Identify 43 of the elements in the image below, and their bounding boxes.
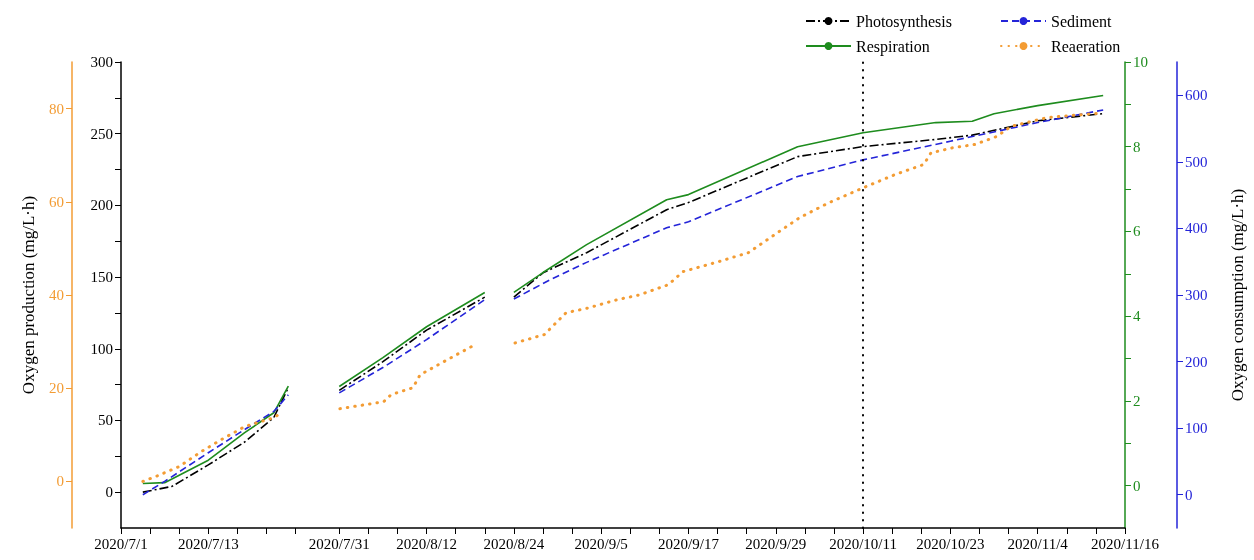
- y2-tick-label: 500: [1185, 153, 1208, 170]
- y3-tick-label: 10: [1133, 54, 1148, 70]
- y2-tick-label: 0: [1185, 486, 1193, 503]
- legend-label: Photosynthesis: [856, 12, 953, 31]
- y-tick-label: 150: [90, 269, 113, 286]
- y-tick-label: 100: [90, 340, 113, 357]
- x-tick-label: 2020/8/24: [483, 535, 545, 552]
- y2-tick-label: 100: [1185, 420, 1208, 437]
- y-tick-label: 60: [49, 193, 64, 210]
- y-axis-title: Oxygen production (mg/L·h): [19, 195, 38, 395]
- y-tick-label: 40: [49, 287, 64, 303]
- x-tick-label: 2020/7/31: [308, 535, 370, 552]
- x-tick-label: 2020/10/23: [916, 535, 985, 552]
- y-tick-label: 0: [105, 484, 113, 501]
- y3-tick-label: 4: [1133, 308, 1141, 325]
- y2-tick-label: 600: [1185, 87, 1208, 104]
- y-tick-label: 300: [90, 54, 113, 70]
- y-tick-label: 200: [90, 197, 113, 214]
- y2-tick-label: 200: [1185, 353, 1208, 370]
- x-tick-label: 2020/9/5: [574, 535, 628, 552]
- y-tick-label: 50: [98, 412, 113, 429]
- y-tick-label: 20: [49, 380, 64, 397]
- legend-label: Respiration: [856, 37, 930, 56]
- y2-axis-title: Oxygen consumption (mg/L·h): [1228, 188, 1247, 402]
- y-tick-label: 80: [49, 100, 64, 117]
- x-tick-label: 2020/11/16: [1091, 535, 1160, 552]
- x-tick-label: 2020/9/29: [745, 535, 807, 552]
- y3-tick-label: 0: [1133, 477, 1141, 494]
- x-tick-label: 2020/7/1: [94, 535, 148, 552]
- y3-tick-label: 2: [1133, 392, 1141, 409]
- y3-tick-label: 6: [1133, 223, 1141, 240]
- x-tick-label: 2020/7/13: [177, 535, 239, 552]
- y-tick-label: 250: [90, 125, 113, 142]
- y2-tick-label: 400: [1185, 220, 1208, 237]
- y3-tick-label: 8: [1133, 138, 1141, 155]
- x-tick-label: 2020/9/17: [658, 535, 720, 552]
- x-tick-label: 2020/11/4: [1007, 535, 1069, 552]
- y2-tick-label: 300: [1185, 287, 1208, 303]
- x-tick-label: 2020/8/12: [396, 535, 457, 552]
- y-tick-label: 0: [56, 473, 64, 490]
- x-tick-label: 2020/10/11: [829, 535, 897, 552]
- legend-label: Reaeration: [1051, 37, 1121, 55]
- legend-label: Sediment: [1051, 12, 1112, 30]
